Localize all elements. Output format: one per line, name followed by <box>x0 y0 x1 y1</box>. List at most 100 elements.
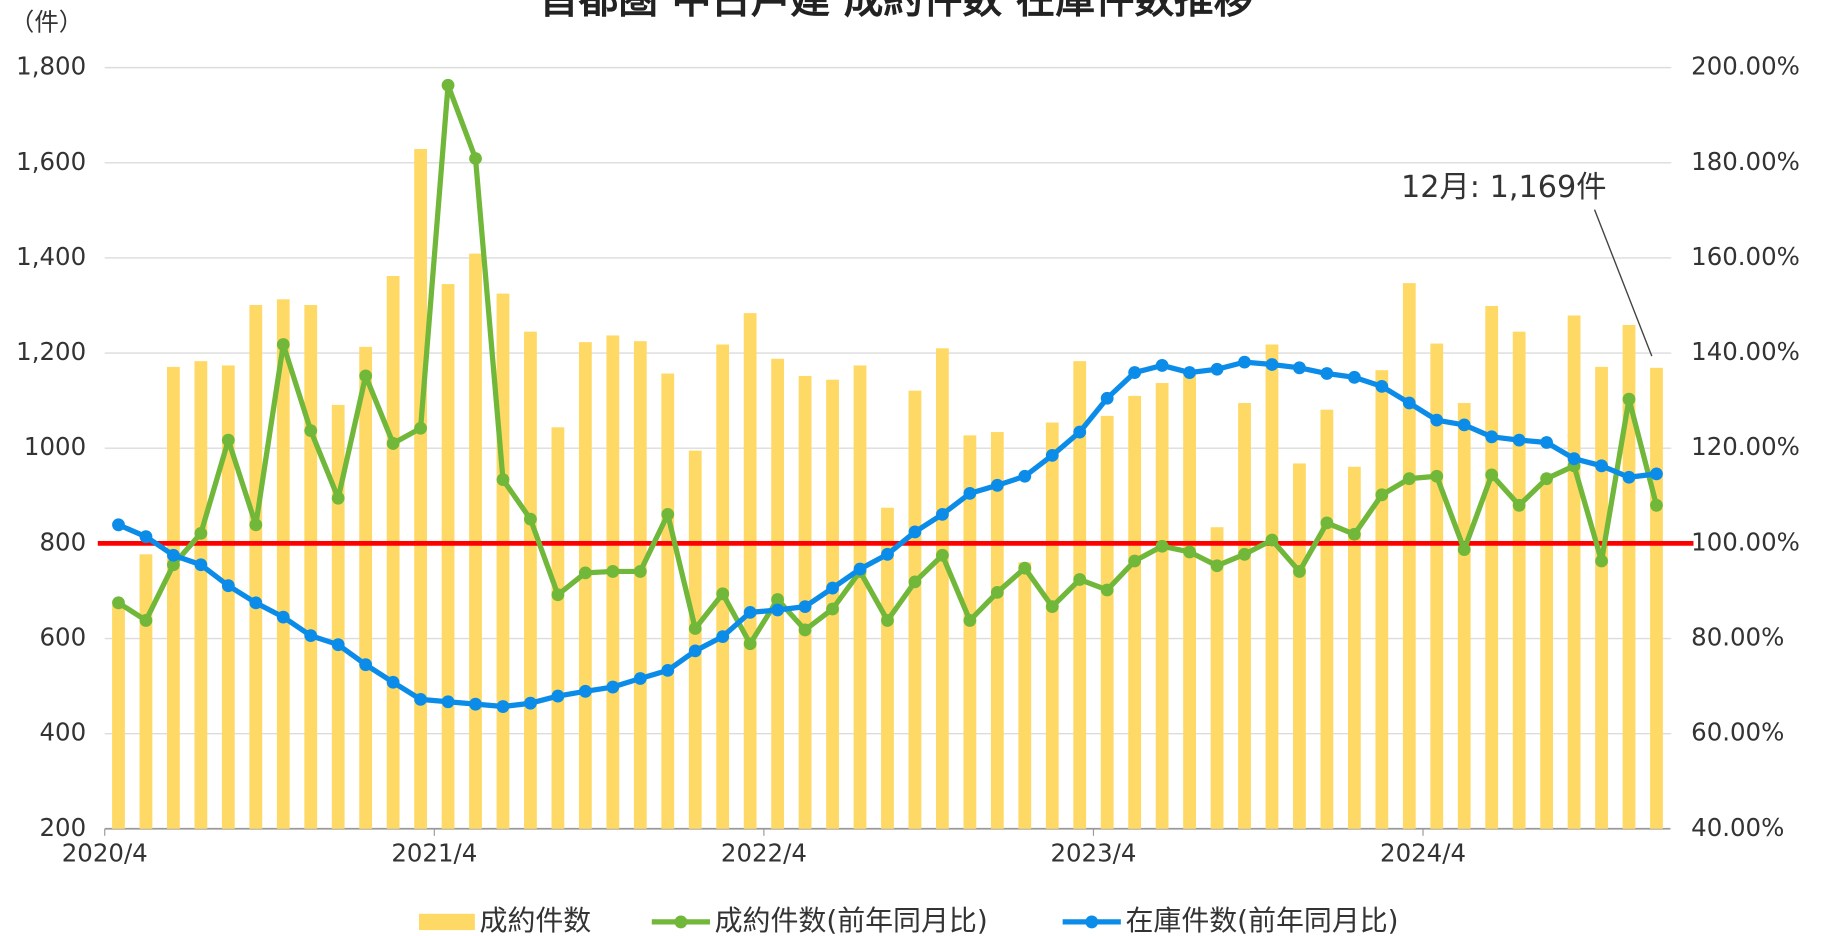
line-point <box>1622 470 1636 484</box>
line-point <box>469 697 482 711</box>
line-point <box>1183 366 1196 379</box>
bar <box>331 404 345 829</box>
line-point <box>1155 539 1169 553</box>
line-point <box>551 588 565 602</box>
bar <box>359 346 373 829</box>
line-point <box>441 78 455 92</box>
x-tick-label: 2023/4 <box>1050 838 1136 867</box>
y2-tick-label: 140.00% <box>1691 337 1800 366</box>
bar <box>1018 562 1032 829</box>
line-point <box>1018 561 1032 575</box>
line-point <box>1320 516 1334 530</box>
line-point <box>1018 469 1032 483</box>
line-point <box>1402 472 1416 486</box>
line-point <box>1402 396 1416 410</box>
bar <box>1540 481 1554 829</box>
line-point <box>1430 469 1444 483</box>
line-point <box>908 525 922 539</box>
line-point <box>1650 467 1663 481</box>
bar <box>1238 403 1251 829</box>
line-point <box>661 663 675 677</box>
line-point <box>386 675 400 689</box>
line-point <box>881 614 894 627</box>
line-point <box>331 638 345 652</box>
bar <box>249 305 263 829</box>
line-point <box>1238 547 1251 561</box>
line-point <box>688 622 702 635</box>
y2-tick-label: 180.00% <box>1691 147 1800 176</box>
y-tick-label: 1,200 <box>16 337 86 366</box>
line-point <box>743 637 757 651</box>
line-point <box>1430 413 1444 427</box>
line-point <box>249 596 263 610</box>
line-point <box>798 600 812 614</box>
bar <box>276 299 290 829</box>
line-point <box>221 579 235 593</box>
y2-tick-label: 160.00% <box>1691 242 1800 271</box>
bar <box>1210 527 1224 829</box>
bar <box>414 148 427 829</box>
line-point <box>688 644 702 658</box>
line-point <box>1045 600 1059 614</box>
line-point <box>633 672 647 685</box>
legend-swatch-point <box>674 915 688 929</box>
line-point <box>524 696 537 710</box>
line-point <box>496 700 510 713</box>
line-point <box>194 558 208 572</box>
y2-tick-label: 60.00% <box>1691 718 1784 747</box>
line-point <box>1457 543 1471 556</box>
line-point <box>963 614 977 627</box>
bar <box>112 605 125 829</box>
bar <box>1430 343 1444 829</box>
legend-swatch <box>419 913 475 931</box>
line-point <box>1128 366 1142 379</box>
legend-label: 成約件数(前年同月比) <box>715 904 988 936</box>
bar <box>990 432 1004 829</box>
line-point <box>606 565 620 578</box>
line-point <box>414 693 427 706</box>
line-point <box>1293 565 1306 578</box>
line-point <box>826 581 839 595</box>
line-point <box>881 547 894 561</box>
line-point <box>1512 433 1526 447</box>
line-point <box>331 491 345 505</box>
line-point <box>1210 559 1224 573</box>
line-point <box>276 338 290 351</box>
x-tick-label: 2024/4 <box>1380 838 1466 867</box>
bar <box>963 435 977 829</box>
y2-tick-label: 200.00% <box>1691 52 1800 81</box>
line-point <box>1595 554 1608 568</box>
y-unit-label: （件） <box>10 7 83 36</box>
line-point <box>496 473 510 487</box>
y-tick-label: 1000 <box>24 432 86 461</box>
line-point <box>1512 498 1526 512</box>
line-point <box>1375 488 1389 502</box>
bar <box>688 450 702 829</box>
line-point <box>1293 361 1306 375</box>
bar <box>1045 422 1059 829</box>
y-tick-label: 800 <box>39 527 86 556</box>
bar <box>1265 344 1279 829</box>
bar <box>936 348 949 829</box>
bar <box>551 427 565 829</box>
line-point <box>1622 392 1636 406</box>
bar <box>221 365 235 829</box>
line-point <box>1073 425 1087 439</box>
line-point <box>798 623 812 637</box>
line-point <box>1320 367 1334 380</box>
line-point <box>249 518 263 532</box>
x-tick-label: 2020/4 <box>62 838 148 867</box>
bar <box>1375 370 1389 829</box>
bar <box>194 361 208 829</box>
x-tick-label: 2022/4 <box>721 838 807 867</box>
line-point <box>221 433 235 447</box>
bar <box>1183 372 1196 829</box>
line-point <box>661 507 675 521</box>
line-point <box>1238 355 1251 369</box>
line-point <box>853 562 867 576</box>
bar <box>661 373 675 829</box>
bar <box>1650 367 1663 829</box>
bar <box>1622 324 1636 829</box>
line-point <box>990 585 1004 599</box>
bar <box>1402 283 1416 829</box>
